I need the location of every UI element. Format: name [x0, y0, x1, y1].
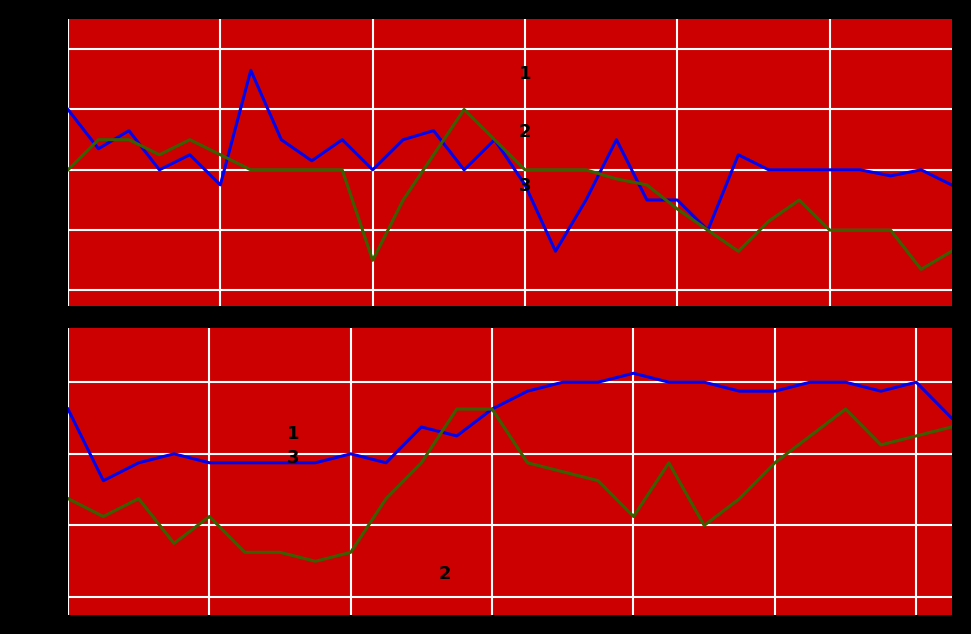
Text: 2: 2 [439, 565, 452, 583]
Text: 3: 3 [519, 177, 531, 195]
Text: 1: 1 [519, 65, 531, 83]
Text: 2: 2 [519, 122, 531, 141]
Text: 1: 1 [287, 425, 300, 444]
X-axis label: Day of month: Day of month [848, 633, 952, 634]
X-axis label: Day of month: Day of month [848, 323, 952, 338]
Text: 3: 3 [287, 449, 300, 467]
